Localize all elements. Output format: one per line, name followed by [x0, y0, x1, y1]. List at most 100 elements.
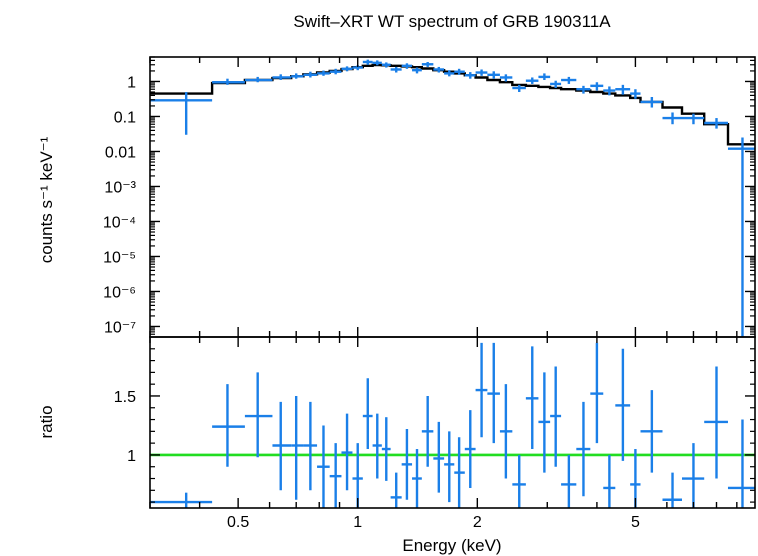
spectrum-data-point — [454, 68, 465, 75]
ratio-data-point — [464, 410, 476, 488]
ratio-y-axis-label: ratio — [37, 405, 56, 438]
y-tick-label: 10⁻⁴ — [103, 214, 136, 231]
spectrum-data-point — [550, 80, 562, 89]
spectrum-data-point — [662, 112, 682, 125]
ratio-data-point — [303, 401, 318, 491]
y-tick-label: 10⁻⁷ — [104, 319, 136, 336]
y-tick-label: 0.01 — [105, 144, 136, 161]
chart-title: Swift–XRT WT spectrum of GRB 190311A — [293, 12, 611, 31]
spectrum-data-point — [727, 137, 755, 337]
y-tick-label: 1 — [127, 448, 136, 465]
spectrum-data-point — [615, 84, 631, 95]
spectrum-data-point — [525, 77, 539, 84]
spectrum-y-axis-label: counts s⁻¹ keV⁻¹ — [37, 136, 56, 263]
ratio-data-point — [433, 421, 445, 493]
y-tick-label: 1.5 — [114, 389, 136, 406]
ratio-data-point — [525, 346, 539, 450]
spectrum-data-point — [487, 71, 500, 79]
x-axis-label: Energy (keV) — [402, 536, 501, 555]
spectrum-data-point — [590, 82, 604, 91]
y-tick-label: 10⁻⁶ — [103, 284, 136, 301]
spectrum-data-point — [603, 86, 616, 96]
spectrum-data-point — [464, 72, 476, 79]
spectrum-data-point — [341, 66, 353, 72]
ratio-data-point — [512, 454, 526, 508]
spectrum-data-point — [317, 70, 330, 76]
ratio-data-point — [576, 401, 591, 497]
spectrum-data-point — [212, 78, 245, 85]
ratio-data-point — [362, 378, 373, 450]
ratio-panel: 0.5 1 2 5 1 1.5 ratio Energy (keV) — [37, 336, 756, 555]
x-tick-label: 5 — [631, 514, 640, 531]
ratio-data-point — [662, 472, 682, 508]
spectrum-data-point — [538, 73, 551, 81]
spectrum-data-point — [412, 67, 422, 74]
spectrum-data-point — [499, 74, 513, 82]
ratio-data-point — [291, 395, 304, 500]
ratio-data-point — [454, 437, 465, 508]
spectrum-data-point — [291, 73, 304, 79]
x-tick-label: 0.5 — [227, 514, 249, 531]
ratio-data-point — [727, 419, 755, 508]
ratio-data-point — [150, 492, 213, 508]
ratio-data-point — [499, 384, 513, 479]
ratio-data-point — [681, 443, 705, 508]
spectrum-data-point — [244, 76, 273, 83]
spectrum-data-point — [640, 96, 663, 108]
ratio-data-point — [341, 413, 353, 491]
ratio-data-point — [421, 395, 434, 467]
x-tick-label: 1 — [353, 514, 362, 531]
spectrum-data-point — [381, 62, 391, 68]
y-tick-label: 1 — [127, 74, 136, 91]
ratio-data-point — [329, 443, 342, 508]
ratio-data-point — [212, 384, 245, 467]
spectrum-panel: 1 0.1 0.01 10⁻³ 10⁻⁴ 10⁻⁵ 10⁻⁶ 10⁻⁷ counts s⁻¹ … — [37, 56, 756, 338]
ratio-data-point — [550, 366, 562, 467]
model-step-line — [150, 63, 755, 146]
spectrum-data-point — [475, 69, 488, 76]
y-tick-label: 10⁻⁵ — [103, 249, 136, 266]
ratio-data-point — [390, 472, 402, 508]
ratio-data-point — [475, 342, 488, 438]
ratio-data-point — [401, 428, 413, 500]
ratio-data-point — [704, 366, 728, 479]
ratio-data-point — [590, 342, 604, 444]
ratio-panel-frame — [149, 336, 756, 509]
spectrum-data-point — [303, 71, 318, 78]
spectrum-data-point — [401, 63, 413, 69]
spectrum-data-point — [576, 85, 591, 94]
ratio-data-point — [487, 342, 500, 444]
ratio-data-point — [372, 413, 382, 479]
spectrum-data-point — [150, 92, 213, 135]
spectrum-data-point — [561, 76, 577, 84]
y-tick-label: 10⁻³ — [104, 179, 136, 196]
spectrum-data-point — [512, 84, 526, 92]
ratio-data-point — [381, 417, 391, 481]
spectrum-data-point — [433, 66, 445, 73]
y-tick-label: 0.1 — [114, 109, 136, 126]
ratio-data-point — [272, 401, 292, 491]
spectrum-data-point — [421, 61, 434, 67]
ratio-data-point — [561, 454, 577, 508]
ratio-data-point — [352, 443, 363, 508]
spectrum-data-point — [362, 59, 373, 65]
ratio-data-point — [444, 431, 455, 503]
x-tick-label: 2 — [473, 514, 482, 531]
ratio-data-point — [640, 390, 663, 473]
spectrum-data-point — [444, 70, 455, 77]
ratio-data-point — [412, 449, 422, 508]
spectrum-data-point — [390, 66, 402, 73]
ratio-data-point — [317, 425, 330, 508]
spectrum-data-point — [681, 113, 705, 125]
ratio-data-point — [244, 372, 273, 458]
spectrum-data-point — [704, 118, 728, 129]
spectrum-data-point — [329, 68, 342, 75]
ratio-data-point — [603, 454, 616, 508]
spectrum-data-point — [630, 89, 641, 99]
spectrum-panel-frame — [149, 56, 756, 338]
spectrum-data-point — [372, 60, 382, 66]
ratio-data-point — [538, 372, 551, 473]
ratio-data-point — [615, 348, 631, 461]
spectrum-data-point — [272, 74, 292, 81]
